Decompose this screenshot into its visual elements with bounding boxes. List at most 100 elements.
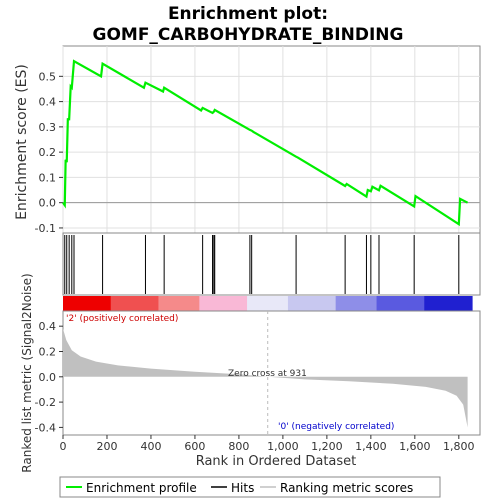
heat-segment	[83, 296, 91, 311]
heat-segment	[287, 296, 296, 311]
heat-segment	[342, 296, 350, 311]
heat-segment	[233, 296, 241, 311]
zero-cross-label: Zero cross at 931	[228, 369, 307, 379]
es-tick-label: 0.1	[39, 171, 57, 184]
es-tick-label: -0.1	[35, 222, 56, 235]
es-plot-area	[62, 45, 481, 234]
heat-segment	[424, 296, 432, 311]
heat-segment	[206, 296, 214, 311]
es-tick-label: 0.4	[39, 96, 57, 109]
heat-segment	[335, 296, 344, 311]
es-panel: -0.1 0.0 0.1 0.2 0.3 0.4 0.5	[35, 45, 481, 235]
heat-segment	[431, 296, 439, 311]
heat-segment	[185, 296, 194, 311]
heat-segment	[328, 296, 337, 311]
metric-tick-label: -0.2	[35, 396, 56, 409]
heat-segment	[247, 296, 255, 311]
heat-segment	[301, 296, 309, 311]
hits-panel	[62, 232, 481, 296]
x-tick-label: 800	[228, 440, 249, 453]
heat-segment	[383, 296, 391, 311]
x-tick-label: 400	[140, 440, 161, 453]
heat-segment	[63, 296, 71, 311]
metric-panel: -0.4 -0.2 0.0 0.2 0.4 '2' (positively correl…	[35, 310, 481, 436]
heat-segment	[356, 296, 364, 311]
heat-segment	[390, 296, 398, 311]
heat-segment	[451, 296, 459, 311]
x-tick-label: 1,000	[267, 440, 299, 453]
heat-segment	[294, 296, 303, 311]
heat-segment	[308, 296, 316, 311]
hits-area	[62, 232, 481, 296]
ranking-metric-area	[63, 328, 468, 428]
chart-title-line2: GOMF_CARBOHYDRATE_BINDING	[93, 25, 404, 45]
heat-segment	[90, 296, 98, 311]
heat-segment	[165, 296, 173, 311]
enrichment-profile-line	[62, 59, 469, 227]
x-tick-label: 0	[60, 440, 67, 453]
metric-tick-label: -0.4	[35, 421, 56, 434]
positive-correlation-label: '2' (positively correlated)	[66, 314, 178, 324]
heat-segment	[376, 296, 384, 311]
heat-segment	[322, 296, 330, 311]
heat-segment	[219, 296, 228, 311]
heat-segment	[260, 296, 269, 311]
metric-tick-label: 0.0	[39, 371, 57, 384]
heat-segment	[315, 296, 323, 311]
heat-segment	[362, 296, 371, 311]
legend: Enrichment profile Hits Ranking metric s…	[59, 476, 441, 498]
heat-segment	[369, 296, 378, 311]
es-tick-label: 0.5	[39, 70, 57, 83]
x-tick-label: 600	[184, 440, 205, 453]
heat-segment	[117, 296, 125, 311]
chart-title-line1: Enrichment plot:	[168, 4, 328, 24]
heat-segment	[397, 296, 405, 311]
heat-segment	[437, 296, 446, 311]
heat-segment	[444, 296, 453, 311]
heat-segment	[349, 296, 357, 311]
es-tick-label: 0.3	[39, 121, 57, 134]
heat-segment	[281, 296, 289, 311]
heat-segment	[417, 296, 425, 311]
heat-segment	[226, 296, 235, 311]
heat-segment	[151, 296, 160, 311]
heat-segment	[110, 296, 119, 311]
x-tick-label: 1,200	[311, 440, 343, 453]
legend-hits-label: Hits	[231, 481, 254, 495]
heat-segment	[212, 296, 221, 311]
legend-box	[59, 476, 441, 498]
heat-segment	[144, 296, 153, 311]
metric-tick-label: 0.4	[39, 320, 57, 333]
x-tick-label: 1,400	[355, 440, 387, 453]
heat-segment	[103, 296, 112, 311]
heat-segment	[403, 296, 412, 311]
x-tick-label: 1,800	[443, 440, 475, 453]
legend-metric-label: Ranking metric scores	[280, 481, 413, 495]
heat-segment	[178, 296, 187, 311]
heat-segment	[69, 296, 78, 311]
heat-segment	[124, 296, 132, 311]
es-axis-title: Enrichment score (ES)	[14, 64, 30, 220]
heat-segment	[465, 296, 473, 311]
heat-segment	[192, 296, 200, 311]
heat-segment	[253, 296, 262, 311]
heat-segment	[131, 296, 139, 311]
rank-heatmap-bar	[63, 296, 473, 311]
heat-segment	[76, 296, 85, 311]
metric-axis-title: Ranked list metric (Signal2Noise)	[20, 273, 34, 472]
metric-tick-label: 0.2	[39, 345, 57, 358]
heat-segment	[172, 296, 180, 311]
heat-segment	[410, 296, 419, 311]
heat-segment	[267, 296, 275, 311]
negative-correlation-label: '0' (negatively correlated)	[278, 422, 394, 432]
heat-segment	[274, 296, 282, 311]
x-tick-label: 200	[96, 440, 117, 453]
es-tick-label: 0.0	[39, 197, 57, 210]
heat-segment	[458, 296, 466, 311]
heat-segment	[158, 296, 166, 311]
x-tick-label: 1,600	[399, 440, 431, 453]
heat-segment	[137, 296, 146, 311]
heat-segment	[240, 296, 248, 311]
heat-segment	[199, 296, 207, 311]
